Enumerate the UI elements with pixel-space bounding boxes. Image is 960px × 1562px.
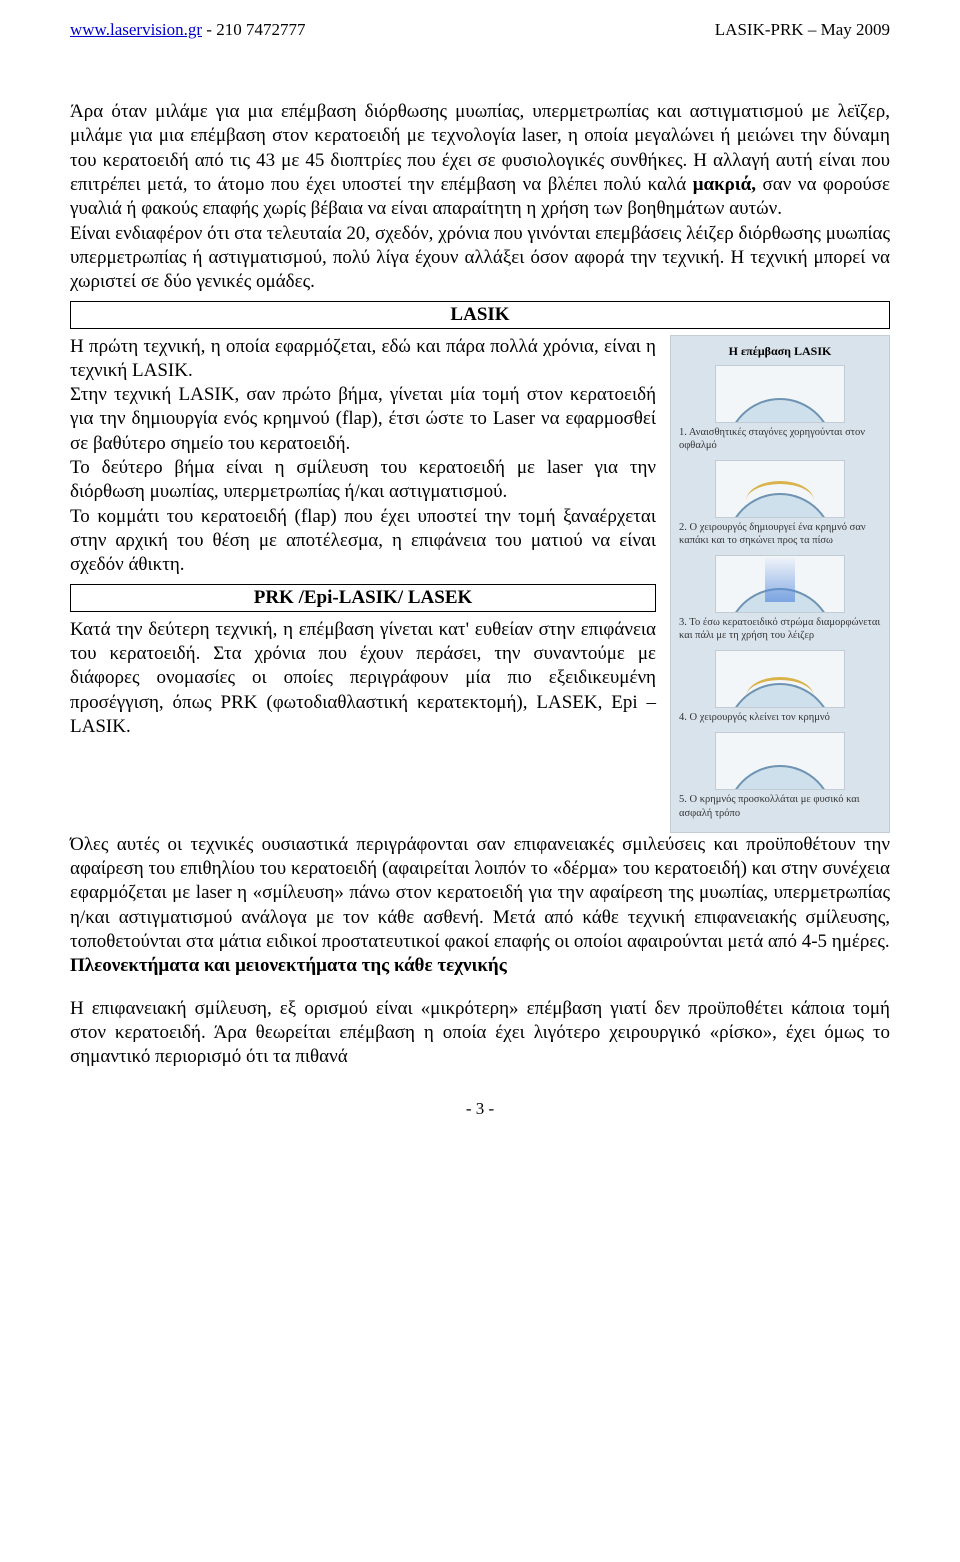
lasik-para-3: Το δεύτερο βήμα είναι η σμίλευση του κερ… [70, 456, 656, 505]
lasik-para-2: Στην τεχνική LASIK, σαν πρώτο βήμα, γίνε… [70, 383, 656, 456]
paragraph-intro-2: Είναι ενδιαφέρον ότι στα τελευταία 20, σ… [70, 222, 890, 295]
prk-para-2: Όλες αυτές οι τεχνικές ουσιαστικά περιγρ… [70, 833, 890, 955]
figure-step-3: 3. Το έσω κερατοειδικό στρώμα διαμορφώνε… [679, 555, 881, 642]
figure-caption-4: 4. Ο χειρουργός κλείνει τον κρημνό [679, 711, 881, 724]
figure-column: Η επέμβαση LASIK 1. Αναισθητικές σταγόνε… [670, 335, 890, 833]
figure-illustration-3 [715, 555, 845, 613]
header-right: LASIK-PRK – May 2009 [715, 20, 890, 40]
advantages-para-1: Η επιφανειακή σμίλευση, εξ ορισμού είναι… [70, 997, 890, 1070]
site-link[interactable]: www.laservision.gr [70, 20, 202, 39]
heading-prk-box: PRK /Epi-LASIK/ LASEK [70, 584, 656, 612]
advantages-heading: Πλεονεκτήματα και μειονεκτήματα της κάθε… [70, 954, 890, 978]
header-phone: - 210 7472777 [202, 20, 305, 39]
figure-title: Η επέμβαση LASIK [679, 344, 881, 359]
para1-bold: μακριά, [693, 174, 756, 195]
figure-step-4: 4. Ο χειρουργός κλείνει τον κρημνό [679, 650, 881, 724]
figure-illustration-4 [715, 650, 845, 708]
lasik-para-1: Η πρώτη τεχνική, η οποία εφαρμόζεται, εδ… [70, 335, 656, 384]
figure-caption-2: 2. Ο χειρουργός δημιουργεί ένα κρημνό σα… [679, 521, 881, 547]
figure-caption-5: 5. Ο κρημνός προσκολλάται με φυσικό και … [679, 793, 881, 819]
figure-illustration-2 [715, 460, 845, 518]
figure-step-2: 2. Ο χειρουργός δημιουργεί ένα κρημνό σα… [679, 460, 881, 547]
prk-para-1: Κατά την δεύτερη τεχνική, η επέμβαση γίν… [70, 618, 656, 740]
header-left: www.laservision.gr - 210 7472777 [70, 20, 305, 40]
figure-step-5: 5. Ο κρημνός προσκολλάται με φυσικό και … [679, 732, 881, 819]
page-header: www.laservision.gr - 210 7472777 LASIK-P… [70, 20, 890, 40]
figure-illustration-5 [715, 732, 845, 790]
figure-illustration-1 [715, 365, 845, 423]
paragraph-intro-1: Άρα όταν μιλάμε για μια επέμβαση διόρθωσ… [70, 100, 890, 222]
two-column-region: Η πρώτη τεχνική, η οποία εφαρμόζεται, εδ… [70, 335, 890, 833]
heading-lasik-box: LASIK [70, 301, 890, 329]
figure-step-1: 1. Αναισθητικές σταγόνες χορηγούνται στο… [679, 365, 881, 452]
figure-caption-3: 3. Το έσω κερατοειδικό στρώμα διαμορφώνε… [679, 616, 881, 642]
figure-caption-1: 1. Αναισθητικές σταγόνες χορηγούνται στο… [679, 426, 881, 452]
lasik-para-4: Το κομμάτι του κερατοειδή (flap) που έχε… [70, 505, 656, 578]
page-number: - 3 - [70, 1099, 890, 1119]
left-text-column: Η πρώτη τεχνική, η οποία εφαρμόζεται, εδ… [70, 335, 656, 740]
lasik-figure-panel: Η επέμβαση LASIK 1. Αναισθητικές σταγόνε… [670, 335, 890, 833]
